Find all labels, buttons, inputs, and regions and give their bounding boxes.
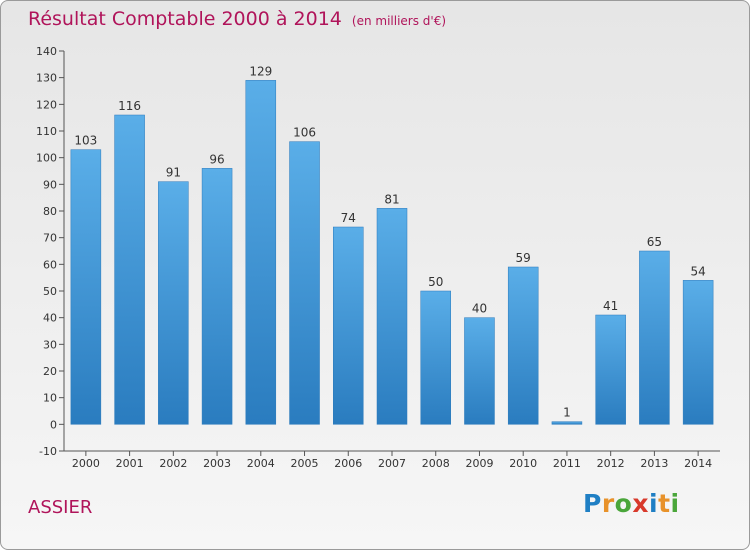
value-label-2007: 81 [384, 192, 399, 206]
bar-2013 [639, 250, 670, 425]
y-tick-label: 100 [36, 152, 57, 165]
y-tick-label: 0 [50, 418, 57, 431]
x-tick-label-2001: 2001 [116, 457, 144, 470]
bar-2010 [507, 266, 539, 425]
y-tick-label: 80 [43, 205, 57, 218]
chart-title: Résultat Comptable 2000 à 2014 (en millie… [28, 8, 446, 30]
y-tick-label: 60 [43, 258, 57, 271]
x-tick-label-2008: 2008 [422, 457, 450, 470]
value-label-2005: 106 [293, 126, 316, 140]
y-tick-label: 90 [43, 178, 57, 191]
bar-2007 [376, 208, 408, 425]
bar-2008 [420, 290, 451, 425]
x-tick-label-2007: 2007 [378, 457, 406, 470]
x-tick-label-2003: 2003 [203, 457, 231, 470]
value-label-2001: 116 [118, 99, 141, 113]
proxiti-logo: Proxiti [583, 489, 680, 518]
bars [70, 80, 714, 425]
bar-2003 [201, 168, 233, 425]
bar-2006 [333, 226, 364, 425]
value-label-2011: 1 [563, 406, 571, 420]
bar-2014 [682, 280, 714, 425]
y-tick-label: 30 [43, 338, 57, 351]
y-tick-label: 140 [36, 45, 57, 58]
bar-2002 [158, 181, 189, 425]
y-tick-label: 50 [43, 285, 57, 298]
value-label-2008: 50 [428, 275, 443, 289]
value-label-2014: 54 [690, 264, 705, 278]
bar-2004 [245, 80, 277, 425]
chart-title-main: Résultat Comptable 2000 à 2014 [28, 8, 342, 30]
bar-2005 [289, 141, 320, 425]
value-label-2010: 59 [516, 251, 531, 265]
x-tick-label-2014: 2014 [684, 457, 712, 470]
x-tick-label-2002: 2002 [159, 457, 187, 470]
axes: -100102030405060708090100110120130140200… [36, 45, 720, 470]
bar-2000 [70, 149, 102, 425]
bar-2011 [551, 421, 583, 425]
value-label-2000: 103 [74, 134, 97, 148]
value-label-2006: 74 [341, 211, 356, 225]
x-tick-label-2013: 2013 [640, 457, 668, 470]
value-label-2003: 96 [209, 152, 224, 166]
y-tick-label: 130 [36, 72, 57, 85]
x-tick-label-2012: 2012 [597, 457, 625, 470]
bar-2001 [114, 114, 145, 425]
y-tick-label: 40 [43, 312, 57, 325]
value-label-2013: 65 [647, 235, 662, 249]
x-tick-label-2000: 2000 [72, 457, 100, 470]
y-tick-label: 20 [43, 365, 57, 378]
value-label-2012: 41 [603, 299, 618, 313]
x-tick-label-2011: 2011 [553, 457, 581, 470]
x-tick-label-2009: 2009 [465, 457, 493, 470]
value-label-2009: 40 [472, 302, 487, 316]
chart-subtitle: (en milliers d'€) [351, 14, 447, 28]
value-label-2004: 129 [249, 64, 272, 78]
value-labels: 103 116 91 96 129 106 74 81 50 40 59 1 41 65 54 [74, 64, 705, 419]
bar-2009 [464, 317, 495, 425]
y-tick-label: 120 [36, 98, 57, 111]
y-tick-label: 10 [43, 392, 57, 405]
y-tick-label: 70 [43, 232, 57, 245]
commune-name: ASSIER [28, 497, 93, 518]
y-tick-label: -10 [39, 445, 57, 458]
x-tick-label-2005: 2005 [291, 457, 319, 470]
value-label-2002: 91 [166, 166, 181, 180]
x-tick-label-2006: 2006 [334, 457, 362, 470]
x-tick-label-2010: 2010 [509, 457, 537, 470]
bar-2012 [595, 314, 626, 425]
x-tick-label-2004: 2004 [247, 457, 275, 470]
y-tick-label: 110 [36, 125, 57, 138]
